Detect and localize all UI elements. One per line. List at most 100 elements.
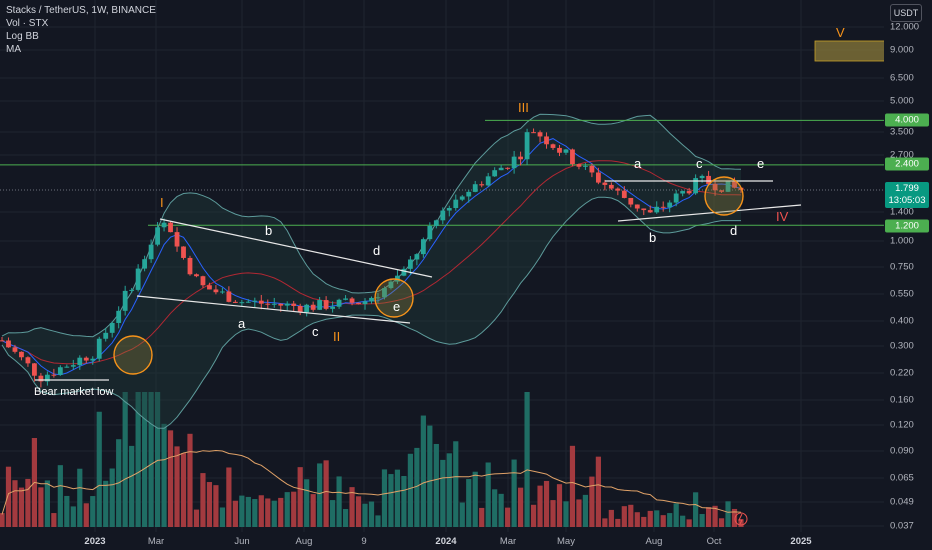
candle (323, 296, 329, 311)
price-axis[interactable]: USDT 12.000 9.000 6.500 5.000 3.500 2.70… (884, 0, 932, 532)
currency-button[interactable]: USDT (890, 4, 922, 22)
time-tick: 9 (361, 536, 367, 547)
lightning-icon[interactable] (734, 512, 748, 526)
candle (330, 301, 336, 313)
volume-bar (517, 487, 524, 527)
candle (608, 182, 614, 190)
volume-bar (660, 515, 666, 527)
volume-bar (284, 492, 290, 527)
symbol-title[interactable]: Stacks / TetherUS, 1W, BINANCE (6, 5, 156, 16)
indicator-bollinger[interactable]: Log BB (6, 31, 39, 42)
volume-bar (167, 430, 174, 527)
wave-label-ii: II (333, 329, 340, 344)
sub-label-c1: c (312, 324, 319, 339)
indicator-ma[interactable]: MA (6, 44, 21, 55)
candle (485, 172, 491, 187)
volume-bar (472, 471, 478, 527)
volume-bar (70, 506, 76, 527)
volume-bar (5, 466, 12, 527)
candle (343, 295, 348, 301)
volume-bar (466, 479, 472, 527)
candle (83, 356, 89, 364)
level-tag-1-2: 1.200 (885, 219, 929, 233)
candle (375, 292, 381, 304)
volume-bar (699, 514, 705, 527)
volume-bar (161, 423, 167, 527)
time-tick: Aug (295, 536, 313, 547)
volume-bar (148, 392, 154, 527)
candle (550, 143, 556, 150)
volume-bar (667, 513, 673, 527)
candle (576, 163, 582, 170)
candle (317, 296, 323, 311)
candle (641, 208, 647, 216)
volume-bar (375, 515, 381, 527)
volume-bar (693, 492, 699, 527)
triangle-upper-line (159, 218, 433, 278)
volume-bar (388, 474, 394, 527)
candle (77, 355, 83, 370)
candle (693, 174, 699, 195)
time-tick: Oct (706, 536, 722, 547)
sub-label-d1: d (373, 243, 380, 258)
sub-label-b2: b (649, 230, 656, 245)
candle (25, 356, 31, 367)
volume-bar (420, 415, 426, 527)
level-tag-2-4: 2.400 (885, 157, 929, 171)
candle (265, 299, 271, 309)
indicator-volume[interactable]: Vol · STX (6, 18, 49, 29)
price-tick: 1.000 (890, 235, 914, 247)
candle (446, 205, 452, 217)
level-tag-4: 4.000 (885, 113, 929, 127)
volume-bar (407, 453, 413, 527)
volume-bar (258, 495, 264, 527)
candle (583, 163, 588, 170)
candle (492, 167, 498, 177)
volume-bar (129, 445, 135, 527)
candle (258, 294, 264, 310)
candle (0, 337, 5, 342)
sub-label-a2: a (634, 156, 642, 171)
time-tick: Mar (499, 536, 517, 547)
time-axis[interactable]: 2023 Mar Jun Aug 9 2024 Mar May Aug Oct … (0, 532, 884, 550)
volume-bar (180, 453, 187, 527)
sub-label-e2: e (757, 156, 764, 171)
volume-bar (621, 506, 627, 527)
volume-bar (433, 443, 439, 527)
candle (518, 151, 523, 166)
volume-bar (317, 463, 323, 527)
volume-bar (245, 496, 251, 527)
candle (6, 337, 11, 348)
volume-bar (336, 476, 342, 527)
price-tick: 1.400 (890, 206, 914, 218)
candle (12, 344, 18, 354)
volume-bar (57, 465, 63, 527)
volume-bar (576, 499, 582, 527)
price-tick: 6.500 (890, 72, 914, 84)
candle (148, 239, 154, 263)
price-tick: 0.300 (890, 340, 914, 352)
candle (686, 187, 692, 195)
candle (673, 190, 679, 207)
time-tick: 2023 (84, 536, 106, 547)
volume-bar (394, 469, 401, 527)
volume-bar (0, 513, 5, 527)
candle (44, 371, 50, 386)
candle (116, 306, 122, 329)
volume-bar (122, 392, 128, 527)
current-price: 1.799 (895, 183, 919, 194)
volume-bar (200, 473, 206, 527)
volume-bar (310, 494, 316, 527)
volume-bar (556, 484, 563, 527)
volume-bars (0, 392, 744, 527)
volume-bar (543, 480, 550, 527)
candle (712, 179, 718, 196)
volume-bar (174, 446, 180, 527)
candle (706, 170, 711, 185)
candle (602, 179, 608, 191)
wave-label-i: I (160, 195, 164, 210)
candle (440, 207, 446, 225)
volume-bar (239, 495, 245, 527)
volume-bar (278, 497, 284, 527)
